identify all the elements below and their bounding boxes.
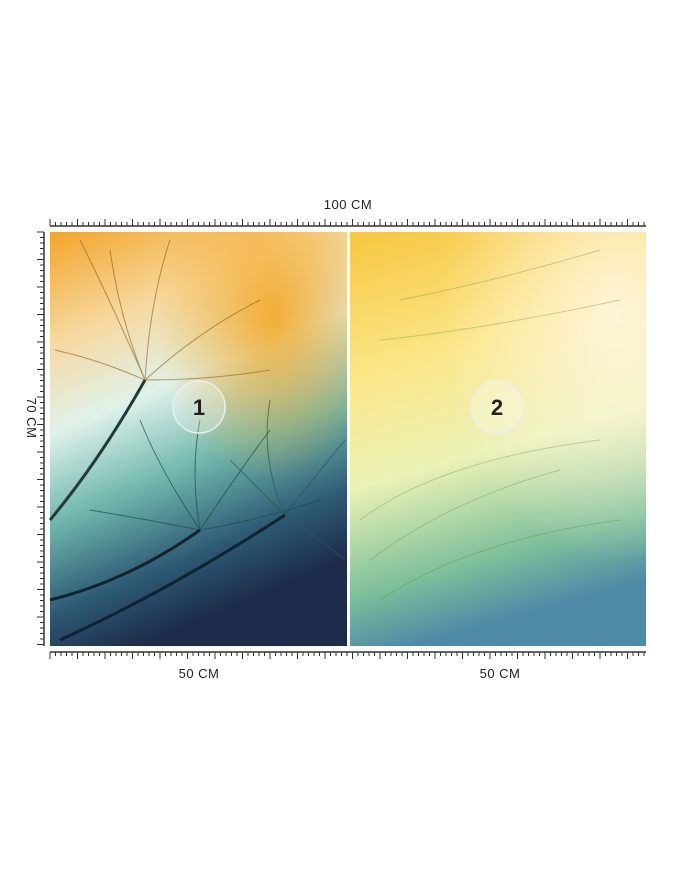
dandelion-strands [48, 239, 621, 642]
panel-1-glow [50, 232, 347, 646]
wallpaper-image [48, 232, 646, 646]
height-label: 70 CM [24, 398, 39, 439]
panel-1-width-label: 50 CM [179, 666, 220, 681]
panel-2-badge [470, 380, 524, 434]
width-label: 100 CM [324, 197, 373, 212]
panel-divider [347, 232, 350, 646]
panel-2-number: 2 [491, 395, 503, 420]
panel-1-badge [172, 380, 226, 434]
panel-2-glow [350, 232, 646, 646]
panel-2-width-label: 50 CM [480, 666, 521, 681]
panel-1-number: 1 [193, 395, 205, 420]
